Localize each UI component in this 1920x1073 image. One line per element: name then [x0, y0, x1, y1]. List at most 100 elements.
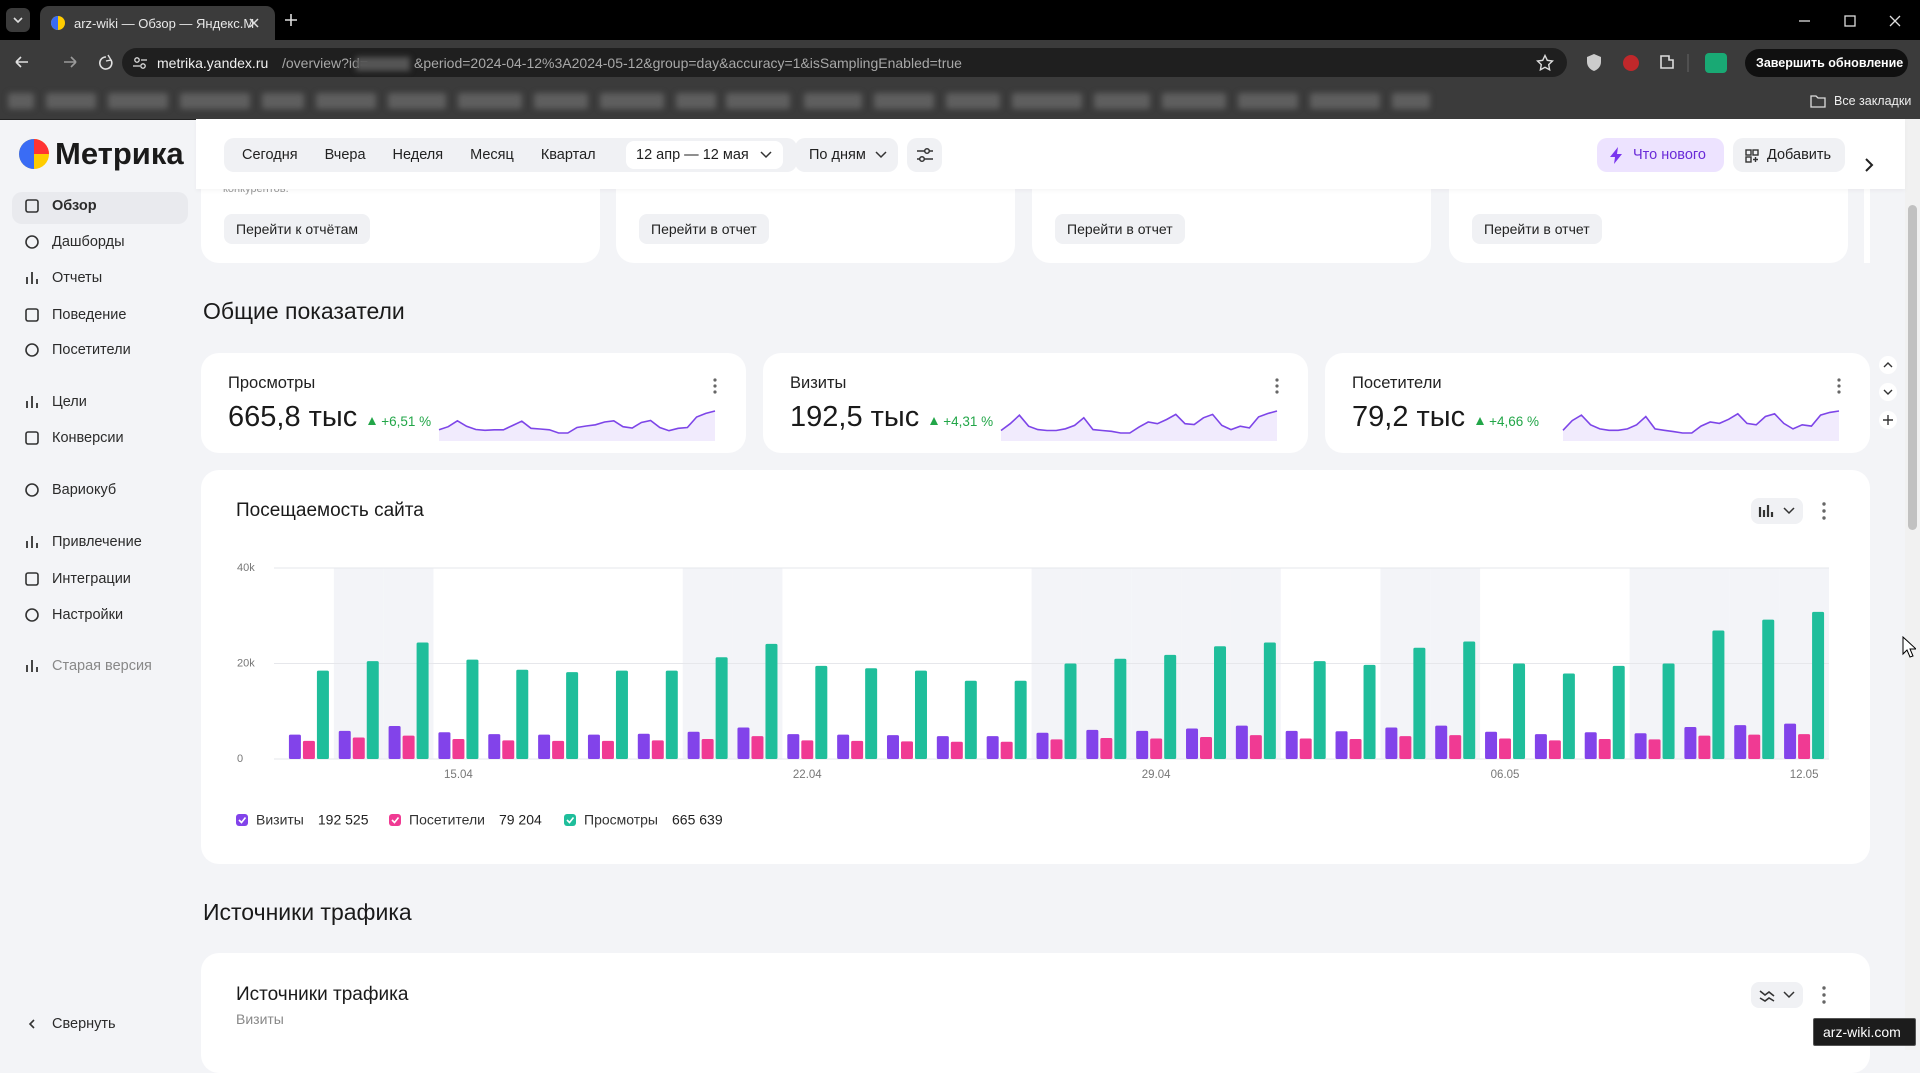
- sources-controls[interactable]: [1751, 982, 1841, 1010]
- filter-icon: [917, 147, 933, 163]
- bar: [964, 680, 977, 759]
- nav-item[interactable]: Настройки: [24, 601, 123, 629]
- tab-bar: arz-wiki — Обзор — Яндекс.М: [0, 0, 1920, 40]
- kpi-controls[interactable]: [1877, 355, 1899, 435]
- bar: [936, 736, 949, 759]
- period-option[interactable]: Сегодня: [242, 147, 298, 163]
- extensions[interactable]: [1585, 52, 1735, 74]
- date-range[interactable]: 12 апр — 12 мая: [626, 141, 783, 169]
- chart-menu[interactable]: [1822, 502, 1826, 520]
- bar: [715, 657, 728, 759]
- bar: [388, 726, 401, 759]
- collapse[interactable]: Свернуть: [24, 1010, 116, 1038]
- bar: [1534, 734, 1547, 759]
- bar: [865, 668, 878, 759]
- nav-icon: [25, 608, 39, 622]
- bar: [538, 734, 551, 759]
- report-button[interactable]: Перейти в отчет: [1055, 214, 1185, 244]
- period-option[interactable]: Вчера: [324, 147, 366, 163]
- bar: [986, 736, 999, 759]
- nav-item[interactable]: Поведение: [24, 301, 126, 329]
- kpi-label: Визиты: [790, 374, 847, 392]
- legend-check: [238, 817, 247, 824]
- sparkline: [1562, 410, 1840, 441]
- nav-item[interactable]: Цели: [24, 388, 87, 416]
- kpi-value-row: 192,5 тыс +4,31 %: [790, 401, 993, 434]
- bookmark-blur: [316, 93, 376, 109]
- x-tick-label: 12.05: [1790, 769, 1819, 781]
- whats-new-label: Что нового: [1633, 147, 1706, 163]
- bar: [1499, 738, 1512, 759]
- site-info[interactable]: [132, 55, 148, 71]
- scroll-right[interactable]: [1862, 157, 1876, 173]
- period-toolbar: Сегодня Вчера Неделя Месяц Квартал 12 апр — …: [196, 119, 1905, 189]
- scrollbar-track: [1905, 119, 1920, 1050]
- nav-icon: [26, 272, 38, 284]
- kpi-menu[interactable]: [1836, 377, 1842, 395]
- bookmark-blur: [676, 93, 716, 109]
- period-option[interactable]: Квартал: [540, 147, 596, 163]
- period-option[interactable]: Неделя: [392, 147, 444, 163]
- nav-buttons[interactable]: [14, 54, 114, 70]
- nav-label: Вариокуб: [52, 482, 117, 498]
- x-tick-label: 29.04: [1142, 769, 1171, 781]
- nav-item[interactable]: Дашборды: [24, 228, 125, 256]
- report-button[interactable]: Перейти в отчет: [1472, 214, 1602, 244]
- legend-checkbox: [236, 814, 248, 826]
- nav-item[interactable]: Отчеты: [24, 264, 102, 292]
- nav-icon: [25, 343, 39, 357]
- window-controls[interactable]: [1797, 14, 1917, 28]
- bar: [1050, 739, 1063, 759]
- bar: [1014, 680, 1027, 759]
- bar: [1712, 630, 1725, 759]
- bookmark-blur: [1094, 93, 1150, 109]
- bar: [1562, 673, 1575, 759]
- add-button[interactable]: Добавить: [1733, 138, 1845, 172]
- bar: [316, 670, 329, 759]
- bookmark-star[interactable]: [1536, 54, 1554, 72]
- active-tab[interactable]: arz-wiki — Обзор — Яндекс.М: [40, 6, 275, 40]
- legend-name: Визиты: [256, 812, 304, 828]
- grouping[interactable]: По дням: [795, 138, 898, 172]
- period-option[interactable]: Месяц: [470, 147, 514, 163]
- section-title: Общие показатели: [203, 298, 405, 324]
- nav-item[interactable]: Интеграции: [24, 565, 131, 593]
- kpi-menu[interactable]: [1274, 377, 1280, 395]
- chart-type-switch[interactable]: [1751, 498, 1803, 524]
- bookmark-blur: [108, 93, 168, 109]
- filter-button[interactable]: [907, 138, 942, 172]
- nav-item[interactable]: Посетители: [24, 336, 131, 364]
- nav-item[interactable]: Конверсии: [24, 424, 124, 452]
- sources-card-title: Источники трафика: [236, 984, 409, 1005]
- update-button[interactable]: Завершить обновление: [1745, 49, 1908, 77]
- sources-card-subtitle: Визиты: [236, 1011, 284, 1027]
- bookmark-blur: [1310, 93, 1380, 109]
- tab-close[interactable]: [248, 17, 260, 29]
- bar: [1000, 741, 1013, 759]
- new-tab[interactable]: [284, 13, 298, 27]
- url-path: /overview?id=: [282, 55, 368, 71]
- grid-icon: [1745, 149, 1759, 163]
- bar: [1413, 647, 1426, 759]
- nav-item[interactable]: Вариокуб: [24, 476, 116, 504]
- report-button[interactable]: Перейти к отчётам: [224, 214, 371, 244]
- all-bookmarks[interactable]: Все закладки: [1834, 94, 1912, 108]
- sparkline-area: [439, 411, 715, 441]
- sources-section-title: Источники трафика: [203, 899, 412, 925]
- nav-item[interactable]: Старая версия: [24, 652, 152, 680]
- collapse-label: Свернуть: [52, 1016, 116, 1032]
- nav-icon: [25, 235, 39, 249]
- nav-item[interactable]: Обзор: [24, 192, 97, 220]
- tab-search[interactable]: [6, 8, 30, 32]
- logo-icon: [19, 139, 49, 169]
- bar: [1584, 732, 1597, 759]
- scrollbar-thumb[interactable]: [1908, 205, 1917, 530]
- bar: [288, 734, 301, 759]
- kpi-menu[interactable]: [712, 377, 718, 395]
- report-button[interactable]: Перейти в отчет: [639, 214, 769, 244]
- kpi-value-row: 665,8 тыс +6,51 %: [228, 401, 431, 434]
- nav-label: Настройки: [52, 607, 124, 623]
- whats-new[interactable]: Что нового: [1597, 138, 1724, 172]
- url-query: &period=2024-04-12%3A2024-05-12&group=da…: [414, 55, 962, 71]
- nav-item[interactable]: Привлечение: [24, 528, 142, 556]
